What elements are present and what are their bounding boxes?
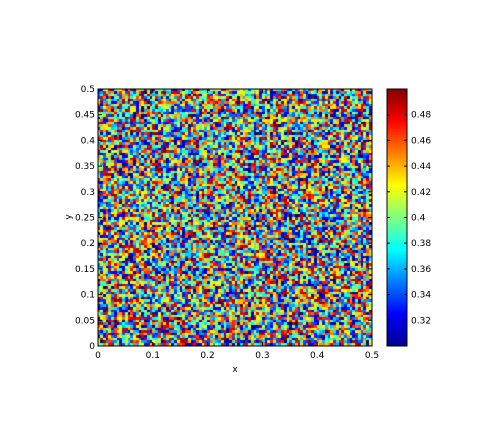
colorbar-tick-label: 0.46 bbox=[411, 136, 431, 146]
y-axis-ticks: 0 0.05 0.1 0.15 0.2 0.25 0.3 0.35 0.4 0.45 0.5 bbox=[75, 85, 372, 352]
y-tick-label: 0.15 bbox=[75, 265, 95, 275]
colorbar-tick-label: 0.44 bbox=[411, 162, 431, 172]
colorbar-tick-label: 0.34 bbox=[411, 291, 431, 301]
colorbar: 0.32 0.34 0.36 0.38 0.4 0.42 0.44 0.46 0.48 bbox=[386, 88, 431, 347]
x-tick-label: 0.4 bbox=[310, 351, 325, 361]
x-tick-label: 0.1 bbox=[146, 351, 160, 361]
x-tick-label: 0.5 bbox=[365, 351, 379, 361]
y-tick-label: 0.5 bbox=[81, 85, 95, 95]
x-axis-ticks: 0 0.1 0.2 0.3 0.4 0.5 bbox=[95, 89, 379, 361]
colorbar-tick-label: 0.4 bbox=[411, 214, 426, 224]
y-tick-label: 0.2 bbox=[81, 239, 95, 249]
heatmap-cells-container bbox=[98, 89, 372, 346]
colorbar-tick-label: 0.32 bbox=[411, 316, 431, 326]
x-axis-label: x bbox=[232, 365, 238, 375]
heatmap-cells bbox=[98, 89, 372, 346]
x-tick-label: 0 bbox=[95, 351, 101, 361]
colorbar-tick-label: 0.38 bbox=[411, 239, 431, 249]
colorbar-tick-label: 0.48 bbox=[411, 111, 431, 121]
y-tick-label: 0.35 bbox=[75, 162, 95, 172]
colorbar-gradient bbox=[387, 89, 407, 346]
y-tick-label: 0.3 bbox=[81, 188, 95, 198]
x-tick-label: 0.2 bbox=[200, 351, 214, 361]
y-tick-label: 0.05 bbox=[75, 316, 95, 326]
y-tick-label: 0 bbox=[89, 342, 95, 352]
y-tick-label: 0.25 bbox=[75, 214, 95, 224]
y-axis-label: y bbox=[64, 214, 74, 220]
heatmap-plot-area bbox=[97, 88, 373, 347]
y-tick-label: 0.1 bbox=[81, 291, 95, 301]
x-tick-label: 0.3 bbox=[255, 351, 269, 361]
y-tick-label: 0.45 bbox=[75, 111, 95, 121]
colorbar-ticks: 0.32 0.34 0.36 0.38 0.4 0.42 0.44 0.46 0.48 bbox=[387, 111, 431, 326]
colorbar-tick-label: 0.36 bbox=[411, 265, 431, 275]
y-tick-label: 0.4 bbox=[81, 136, 96, 146]
colorbar-tick-label: 0.42 bbox=[411, 188, 431, 198]
